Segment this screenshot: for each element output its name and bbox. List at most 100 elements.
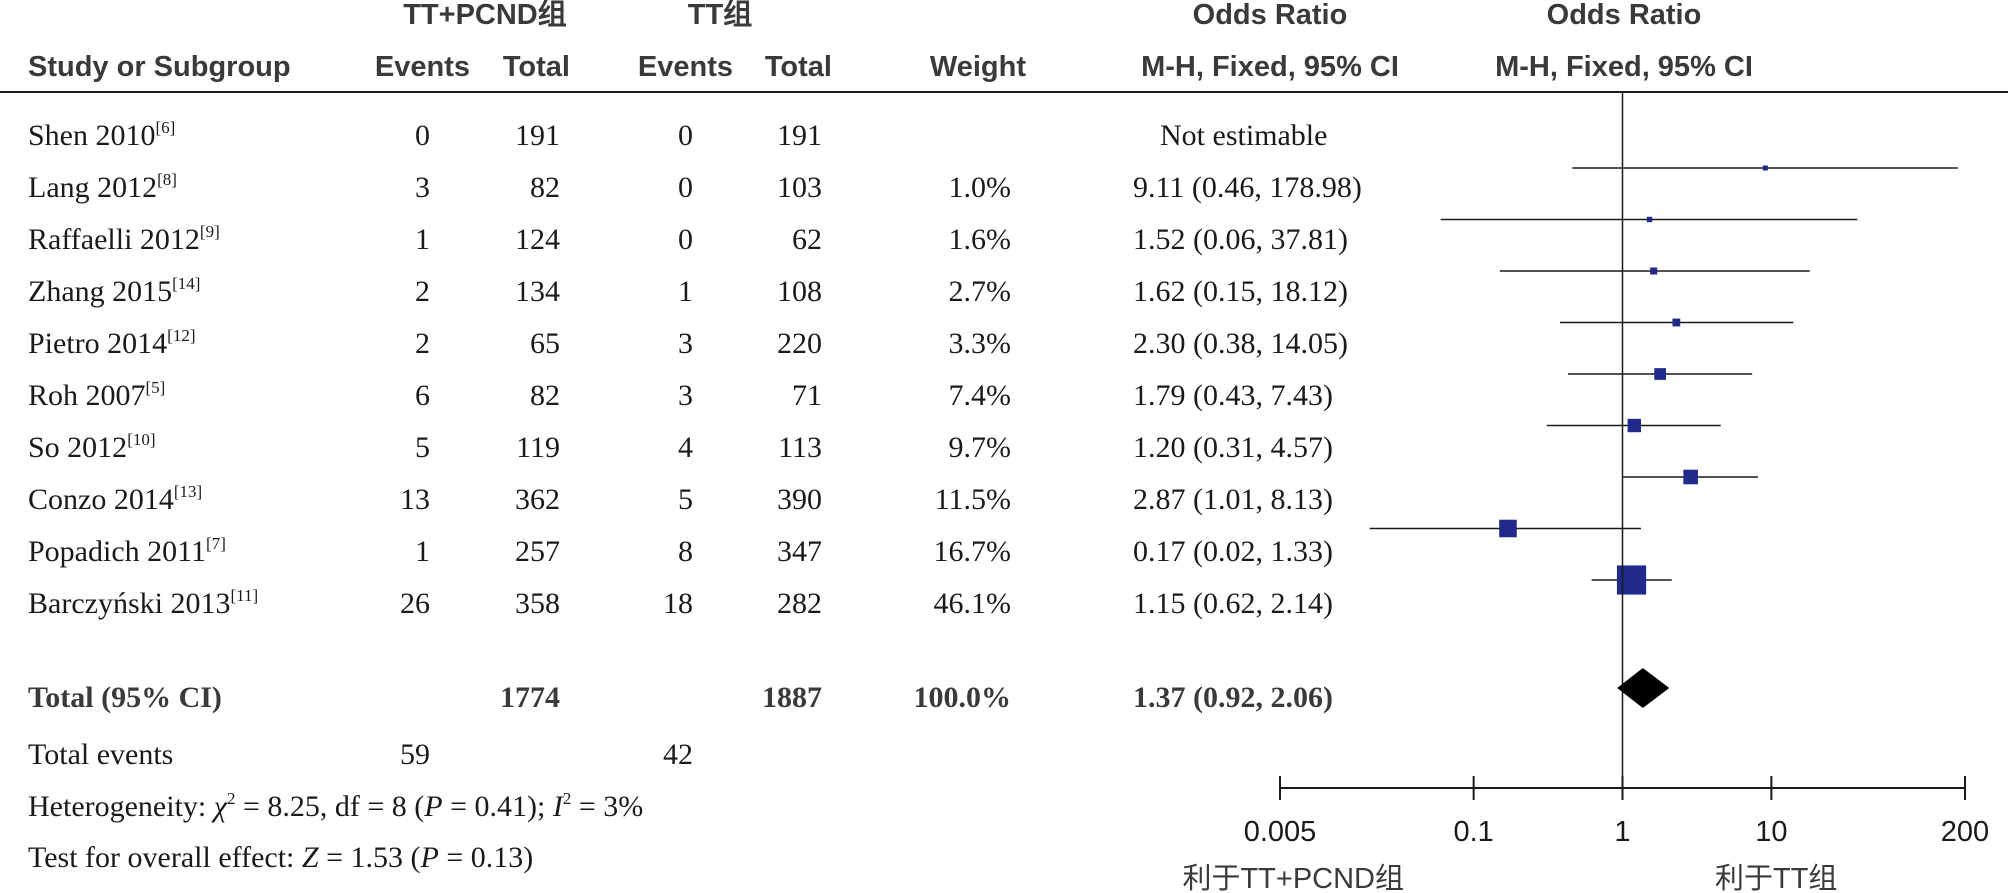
heterogeneity-chi: χ bbox=[211, 790, 228, 823]
ci-cell: 1.79 (0.43, 7.43) bbox=[1133, 379, 1333, 412]
events-label: Total events bbox=[28, 738, 173, 771]
study-name-text: Roh 2007 bbox=[28, 379, 146, 412]
heterogeneity-p: P bbox=[423, 790, 442, 823]
ci-cell: 1.52 (0.06, 37.81) bbox=[1133, 223, 1348, 256]
total1-cell: 82 bbox=[530, 379, 560, 412]
total1-cell: 124 bbox=[515, 223, 560, 256]
study-reference: [5] bbox=[146, 378, 166, 397]
events1-column-header: Events bbox=[375, 51, 470, 83]
events2-cell: 8 bbox=[678, 535, 693, 568]
overall-z: Z bbox=[302, 841, 319, 874]
axis-tick-label: 10 bbox=[1755, 816, 1787, 848]
effect-marker bbox=[1762, 165, 1768, 171]
total2-cell: 220 bbox=[777, 327, 822, 360]
study-row: Roh 2007[5] 6 82 3 71 7.4% 1.79 (0.43, 7.43) bbox=[28, 378, 1333, 412]
ci-cell: 9.11 (0.46, 178.98) bbox=[1133, 171, 1362, 204]
axis-tick-label: 1 bbox=[1614, 816, 1630, 848]
study-column-header: Study or Subgroup bbox=[28, 51, 291, 83]
study-name: Roh 2007[5] bbox=[28, 378, 165, 412]
weight-cell: 1.0% bbox=[949, 171, 1012, 204]
heterogeneity-chi-value: = 8.25, df = 8 ( bbox=[235, 790, 424, 823]
weight-cell: 7.4% bbox=[949, 379, 1012, 412]
events1-cell: 5 bbox=[415, 431, 430, 464]
ci-cell: 2.87 (1.01, 8.13) bbox=[1133, 483, 1333, 516]
study-name: So 2012[10] bbox=[28, 430, 156, 464]
total2-cell: 191 bbox=[777, 119, 822, 152]
study-name-text: Lang 2012 bbox=[28, 171, 157, 204]
events-e2: 42 bbox=[663, 738, 693, 771]
or-header-bottom: M-H, Fixed, 95% CI bbox=[1141, 51, 1399, 83]
study-name-text: Pietro 2014 bbox=[28, 327, 167, 360]
ci-cell: 1.62 (0.15, 18.12) bbox=[1133, 275, 1348, 308]
total2-cell: 113 bbox=[778, 431, 822, 464]
axis-tick-label: 0.1 bbox=[1453, 816, 1493, 848]
study-row: Shen 2010[6] 0 191 0 191 Not estimable bbox=[28, 118, 1327, 152]
study-reference: [10] bbox=[127, 430, 155, 449]
total2-cell: 108 bbox=[777, 275, 822, 308]
study-reference: [6] bbox=[156, 118, 176, 137]
total1-cell: 362 bbox=[515, 483, 560, 516]
favours-left-label: 利于TT+PCND组 bbox=[1182, 862, 1404, 893]
study-name: Zhang 2015[14] bbox=[28, 274, 200, 308]
study-row: Raffaelli 2012[9] 1 124 0 62 1.6% 1.52 (0.06, … bbox=[28, 222, 1348, 256]
effect-marker bbox=[1616, 565, 1647, 595]
effect-marker bbox=[1646, 216, 1653, 223]
axis-tick-label: 200 bbox=[1941, 816, 1989, 848]
events1-cell: 2 bbox=[415, 327, 430, 360]
study-row: Lang 2012[8] 3 82 0 103 1.0% 9.11 (0.46, 178.9… bbox=[28, 170, 1362, 204]
events1-cell: 1 bbox=[415, 535, 430, 568]
events2-cell: 18 bbox=[663, 587, 693, 620]
plot-header-bottom: M-H, Fixed, 95% CI bbox=[1495, 51, 1753, 83]
heterogeneity-i-exp: 2 bbox=[563, 789, 572, 808]
ci-cell: 0.17 (0.02, 1.33) bbox=[1133, 535, 1333, 568]
study-name: Pietro 2014[12] bbox=[28, 326, 196, 360]
events2-cell: 4 bbox=[678, 431, 693, 464]
weight-cell: 16.7% bbox=[934, 535, 1012, 568]
events-e1: 59 bbox=[400, 738, 430, 771]
events2-cell: 0 bbox=[678, 223, 693, 256]
group1-header: TT+PCND组 bbox=[403, 0, 567, 31]
study-reference: [9] bbox=[200, 222, 220, 241]
events2-cell: 5 bbox=[678, 483, 693, 516]
total1-cell: 119 bbox=[516, 431, 560, 464]
total-label: Total (95% CI) bbox=[28, 681, 222, 714]
ci-cell: Not estimable bbox=[1160, 119, 1327, 152]
study-reference: [7] bbox=[206, 534, 226, 553]
study-name: Conzo 2014[13] bbox=[28, 482, 202, 516]
effect-marker bbox=[1650, 267, 1658, 275]
weight-cell: 9.7% bbox=[949, 431, 1012, 464]
study-name: Shen 2010[6] bbox=[28, 118, 175, 152]
events1-cell: 3 bbox=[415, 171, 430, 204]
study-name: Raffaelli 2012[9] bbox=[28, 222, 220, 256]
study-reference: [8] bbox=[157, 170, 177, 189]
heterogeneity-i: I bbox=[552, 790, 565, 823]
events2-cell: 1 bbox=[678, 275, 693, 308]
plot-header-top: Odds Ratio bbox=[1547, 0, 1702, 31]
total2-cell: 347 bbox=[777, 535, 822, 568]
favours-right-label: 利于TT组 bbox=[1715, 862, 1837, 893]
forest-marks: 0.005 0.1 1 10 200 bbox=[1244, 92, 1989, 848]
study-name-text: Shen 2010 bbox=[28, 119, 156, 152]
events1-cell: 2 bbox=[415, 275, 430, 308]
events1-cell: 1 bbox=[415, 223, 430, 256]
study-reference: [13] bbox=[174, 482, 202, 501]
study-rows: Shen 2010[6] 0 191 0 191 Not estimable Lang 20… bbox=[28, 118, 1362, 620]
total2-cell: 103 bbox=[777, 171, 822, 204]
study-name-text: So 2012 bbox=[28, 431, 127, 464]
heterogeneity-i-value: = 3% bbox=[571, 790, 643, 823]
events2-cell: 3 bbox=[678, 379, 693, 412]
study-row: Zhang 2015[14] 2 134 1 108 2.7% 1.62 (0.15, 18… bbox=[28, 274, 1348, 308]
heterogeneity-prefix: Heterogeneity: bbox=[28, 790, 214, 823]
total1-column-header: Total bbox=[503, 51, 570, 83]
study-name-text: Raffaelli 2012 bbox=[28, 223, 200, 256]
weight-cell: 1.6% bbox=[949, 223, 1012, 256]
study-name-text: Popadich 2011 bbox=[28, 535, 206, 568]
weight-cell: 2.7% bbox=[949, 275, 1012, 308]
total1-cell: 82 bbox=[530, 171, 560, 204]
total2-cell: 62 bbox=[792, 223, 822, 256]
events-row: Total events 59 42 bbox=[28, 738, 693, 771]
weight-cell: 46.1% bbox=[934, 587, 1012, 620]
study-row: Pietro 2014[12] 2 65 3 220 3.3% 2.30 (0.38, 14… bbox=[28, 326, 1348, 360]
